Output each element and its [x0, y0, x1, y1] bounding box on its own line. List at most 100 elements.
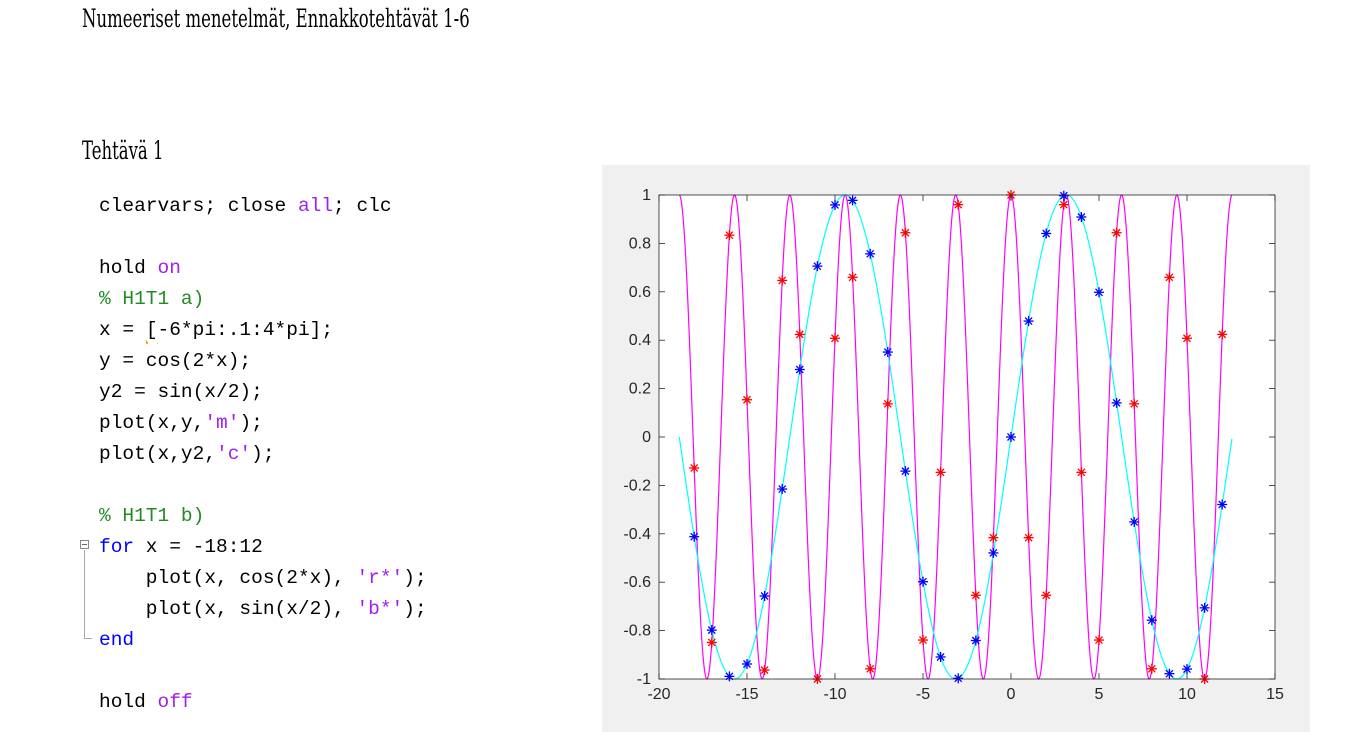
code-token: ); [403, 567, 427, 589]
code-fold-line [84, 550, 85, 638]
code-token: ; clc [333, 195, 392, 217]
code-line [99, 470, 427, 501]
data-point [1023, 316, 1034, 327]
x-tick-label: -15 [735, 686, 758, 703]
data-point [988, 547, 999, 558]
data-point [1076, 212, 1087, 223]
data-point [900, 227, 911, 238]
data-point [918, 635, 928, 646]
data-point [1164, 668, 1175, 679]
code-token: plot(x, sin(x/2), [99, 598, 357, 620]
data-point [689, 462, 700, 473]
y-tick-label: -1 [637, 671, 651, 688]
y-tick-label: -0.8 [623, 623, 651, 640]
data-point [812, 261, 823, 272]
page-title: Numeeriset menetelmät, Ennakkotehtävät 1… [82, 4, 470, 33]
code-token: x = -18:12 [134, 536, 263, 558]
data-point [900, 466, 911, 477]
data-point [1006, 432, 1016, 442]
data-point [935, 467, 946, 478]
x-tick-label: 15 [1266, 686, 1284, 703]
code-line: hold on [99, 253, 427, 284]
code-listing: clearvars; close all; clc hold on % H1T1 … [99, 191, 427, 718]
data-point [689, 531, 700, 542]
data-point [777, 484, 788, 495]
code-token: y2 = sin(x/2); [99, 381, 263, 403]
code-line [99, 222, 427, 253]
code-token: clearvars; close [99, 195, 298, 217]
code-line: y = cos(2*x); [99, 346, 427, 377]
code-token: % H1T1 b) [99, 505, 205, 527]
code-token: hold [99, 257, 158, 279]
data-point [1041, 228, 1052, 239]
code-token: off [157, 691, 193, 713]
code-line: plot(x, cos(2*x), 'r*'); [99, 563, 427, 594]
data-point [882, 398, 893, 409]
data-point [794, 329, 805, 340]
data-point [830, 199, 840, 210]
code-line: % H1T1 b) [99, 501, 427, 532]
data-point [847, 272, 858, 283]
x-tick-label: -10 [823, 686, 846, 703]
plot-area-background [659, 195, 1275, 679]
data-point [935, 651, 946, 662]
x-tick-label: -20 [647, 686, 670, 703]
data-point [953, 199, 964, 210]
data-point [706, 637, 717, 648]
y-tick-label: -0.6 [623, 574, 651, 591]
data-point [1058, 199, 1069, 210]
data-point [1164, 272, 1175, 283]
code-line: hold off [99, 687, 427, 718]
data-point [759, 590, 770, 601]
code-token: plot(x, cos(2*x), [99, 567, 357, 589]
data-point [759, 665, 770, 676]
code-token: end [99, 629, 135, 651]
y-tick-label: 0.2 [629, 381, 651, 398]
code-token: 'm' [204, 412, 240, 434]
data-point [794, 364, 805, 375]
data-point [865, 248, 876, 259]
data-point [1129, 398, 1140, 409]
data-point [706, 625, 717, 636]
x-tick-label: 0 [1007, 686, 1016, 703]
code-token: % H1T1 a) [99, 288, 205, 310]
code-fold-toggle[interactable] [80, 540, 89, 549]
matlab-plot: -20 -15 -10 -5 0 5 10 15 -1 -0.8 -0.6 -0.4 -0.2 0 0.2 0… [623, 187, 1284, 703]
data-point [1111, 397, 1122, 408]
data-point [1076, 467, 1087, 478]
y-tick-label: 1 [642, 187, 651, 204]
code-token: all [297, 195, 334, 217]
data-point [953, 673, 964, 684]
code-token: 'c' [216, 443, 252, 465]
data-point [847, 195, 858, 206]
code-token: 'b*' [356, 598, 404, 620]
data-point [1094, 635, 1104, 646]
code-line: plot(x,y,'m'); [99, 408, 427, 439]
code-token: [ [145, 319, 158, 341]
data-point [988, 532, 999, 543]
y-tick-label: 0.8 [629, 235, 651, 252]
data-point [830, 333, 840, 344]
data-point [1182, 664, 1192, 675]
code-token: ); [251, 443, 275, 465]
data-point [865, 663, 876, 674]
data-point [1058, 190, 1069, 201]
section-heading: Tehtävä 1 [82, 136, 164, 165]
y-tick-label: 0.6 [629, 284, 651, 301]
code-line: y2 = sin(x/2); [99, 377, 427, 408]
code-fold-end [84, 638, 92, 639]
data-point [742, 394, 752, 405]
data-point [1217, 329, 1228, 340]
code-token: on [157, 257, 181, 279]
x-tick-label: -5 [916, 686, 930, 703]
code-token: plot(x,y2, [99, 443, 217, 465]
data-point [777, 275, 788, 286]
y-tick-label: 0.4 [629, 332, 651, 349]
y-tick-label: -0.4 [623, 526, 651, 543]
code-token: ); [403, 598, 427, 620]
data-point [1111, 227, 1122, 238]
code-token: hold [99, 691, 158, 713]
code-token: plot(x,y, [99, 412, 205, 434]
code-line: clearvars; close all; clc [99, 191, 427, 222]
code-token: 'r*' [356, 567, 404, 589]
